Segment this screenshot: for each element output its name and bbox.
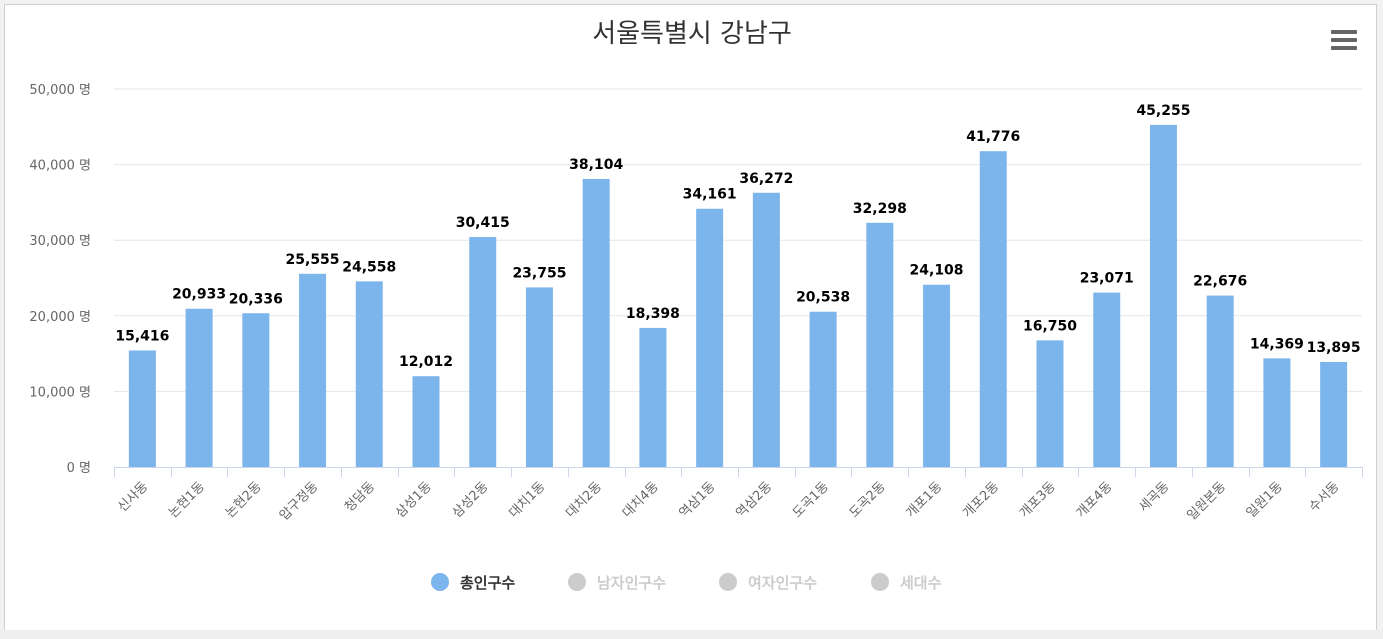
legend-label: 여자인구수: [748, 574, 817, 592]
data-label: 20,336: [229, 291, 283, 307]
data-label: 30,415: [456, 215, 510, 231]
data-labels: 15,416 20,933 20,336 25,555 24,558 12,012 30,4…: [115, 103, 1360, 370]
y-axis-labels: 0 명 10,000 명 20,000 명 30,000 명 40,000 명 50,00…: [29, 83, 91, 476]
x-tick-label: 수서동: [1306, 479, 1342, 515]
legend-label: 세대수: [900, 574, 942, 592]
data-label: 38,104: [569, 157, 623, 173]
x-tick-label: 개포4동: [1074, 479, 1116, 521]
bar[interactable]: [639, 327, 667, 467]
data-label: 14,369: [1250, 336, 1304, 352]
data-label: 20,933: [172, 287, 226, 303]
hamburger-menu-icon[interactable]: [1325, 22, 1363, 58]
data-label: 12,012: [399, 354, 453, 370]
x-tick-label: 논현1동: [166, 479, 208, 521]
bar[interactable]: [979, 151, 1007, 467]
x-tick-label: 압구정동: [277, 479, 321, 523]
bar[interactable]: [1320, 361, 1348, 467]
x-tick-label: 개포2동: [960, 479, 1002, 521]
data-label: 34,161: [683, 187, 737, 203]
data-label: 25,555: [286, 252, 340, 268]
y-tick-label: 30,000 명: [29, 234, 91, 249]
bar[interactable]: [866, 222, 894, 467]
x-tick-label: 대치1동: [506, 479, 548, 521]
bar[interactable]: [1036, 340, 1064, 467]
data-label: 45,255: [1136, 103, 1190, 119]
x-tick-label: 대치4동: [620, 479, 662, 521]
x-tick-label: 도곡2동: [847, 479, 889, 521]
data-label: 13,895: [1307, 340, 1361, 356]
x-tick-label: 세곡동: [1136, 479, 1172, 515]
x-tick-label: 삼성1동: [393, 479, 435, 521]
bar[interactable]: [752, 192, 780, 467]
data-label: 24,558: [342, 259, 396, 275]
y-tick-label: 20,000 명: [29, 310, 91, 325]
x-tick-label: 역삼2동: [733, 479, 775, 521]
data-label: 24,108: [910, 263, 964, 279]
bar[interactable]: [299, 273, 327, 467]
x-axis: [114, 467, 1363, 477]
bar[interactable]: [185, 308, 213, 467]
data-label: 15,416: [115, 328, 169, 344]
legend-marker: [719, 573, 737, 591]
x-tick-label: 역삼1동: [677, 479, 719, 521]
data-label: 36,272: [739, 171, 793, 187]
x-axis-labels: 신사동 논현1동 논현2동 압구정동 청담동 삼성1동 삼성2동 대치1동 대치2동 대치4동 역삼…: [115, 479, 1342, 523]
x-tick-label: 개포3동: [1017, 479, 1059, 521]
x-tick-label: 대치2동: [563, 479, 605, 521]
data-label: 23,755: [512, 265, 566, 281]
bottom-strip: [0, 630, 1383, 639]
legend-label: 총인구수: [460, 574, 515, 592]
legend-label: 남자인구수: [597, 574, 666, 592]
bar[interactable]: [355, 281, 383, 467]
data-label: 16,750: [1023, 318, 1077, 334]
y-tick-label: 10,000 명: [29, 385, 91, 400]
data-label: 22,676: [1193, 274, 1247, 290]
bar[interactable]: [1263, 358, 1291, 467]
x-tick-label: 삼성2동: [450, 479, 492, 521]
legend-marker: [431, 573, 449, 591]
y-tick-label: 0 명: [67, 461, 91, 476]
y-tick-label: 40,000 명: [29, 159, 91, 174]
legend-marker: [871, 573, 889, 591]
bar[interactable]: [469, 237, 497, 467]
x-tick-label: 청담동: [342, 479, 378, 515]
bar[interactable]: [412, 376, 440, 467]
bar[interactable]: [1206, 295, 1234, 467]
data-label: 18,398: [626, 306, 680, 322]
legend-marker: [568, 573, 586, 591]
x-tick-label: 개포1동: [904, 479, 946, 521]
chart-title: 서울특별시 강남구: [592, 19, 792, 49]
bar[interactable]: [1149, 124, 1177, 468]
legend-item[interactable]: 남자인구수: [568, 573, 666, 592]
bar[interactable]: [525, 287, 553, 467]
bar[interactable]: [242, 313, 270, 467]
bar[interactable]: [923, 284, 951, 467]
legend: 총인구수 남자인구수 여자인구수 세대수: [431, 573, 942, 592]
bar[interactable]: [128, 350, 156, 467]
bar[interactable]: [1093, 292, 1121, 467]
legend-item[interactable]: 여자인구수: [719, 573, 817, 592]
data-label: 41,776: [966, 129, 1020, 145]
x-tick-label: 신사동: [115, 479, 151, 515]
x-tick-label: 도곡1동: [790, 479, 832, 521]
legend-item[interactable]: 총인구수: [431, 573, 515, 592]
data-label: 20,538: [796, 290, 850, 306]
x-tick-label: 논현2동: [223, 479, 265, 521]
legend-item[interactable]: 세대수: [871, 573, 942, 592]
y-tick-label: 50,000 명: [29, 83, 91, 98]
x-tick-label: 일원1동: [1244, 479, 1286, 521]
x-tick-label: 일원본동: [1185, 479, 1229, 523]
bar[interactable]: [582, 178, 610, 467]
bar[interactable]: [809, 311, 837, 467]
data-label: 23,071: [1080, 271, 1134, 287]
data-label: 32,298: [853, 201, 907, 217]
bars: [128, 124, 1348, 468]
chart-container: [4, 4, 1377, 631]
bar[interactable]: [696, 208, 724, 467]
